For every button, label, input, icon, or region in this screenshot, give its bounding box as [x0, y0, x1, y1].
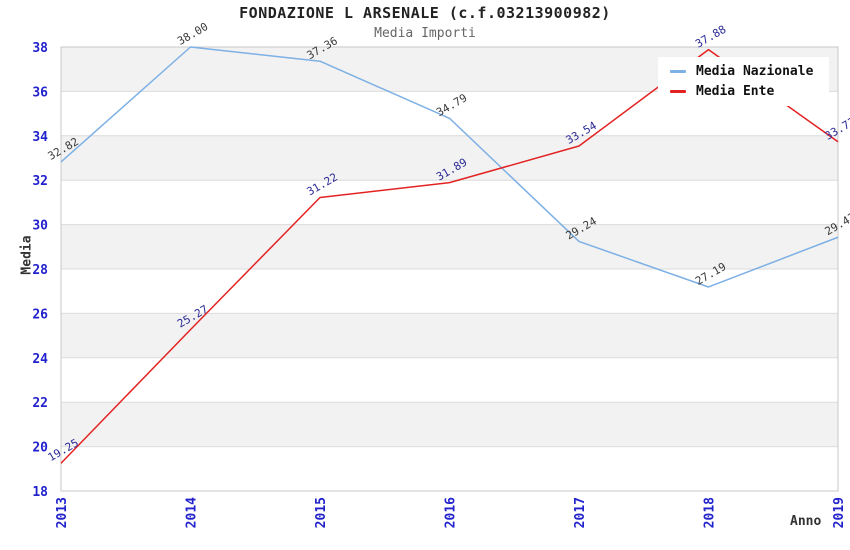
x-tick-label: 2014 — [185, 497, 200, 528]
grid-band — [61, 313, 838, 358]
grid-band — [61, 135, 838, 181]
chart-subtitle: Media Importi — [374, 26, 476, 41]
y-tick-label: 34 — [32, 130, 48, 145]
grid-band — [61, 357, 838, 403]
x-tick-label: 2016 — [444, 497, 459, 528]
y-tick-label: 30 — [32, 219, 48, 234]
y-tick-label: 38 — [32, 41, 48, 56]
x-tick-label: 2018 — [703, 497, 718, 528]
y-tick-label: 28 — [32, 263, 48, 278]
y-tick-label: 22 — [32, 396, 48, 411]
x-tick-label: 2017 — [573, 497, 588, 528]
grid-band — [61, 224, 838, 269]
grid-band — [61, 446, 838, 491]
media-nazionale-line-icon — [670, 70, 686, 73]
x-tick-label: 2015 — [314, 497, 329, 528]
series-line-media-nazionale — [60, 46, 839, 288]
plot-border — [60, 46, 839, 492]
y-tick-label: 20 — [32, 441, 48, 456]
legend-label: Media Nazionale — [696, 64, 814, 79]
grid-band — [61, 269, 838, 314]
legend-item-media-ente: Media Ente — [670, 84, 813, 99]
media-ente-line-icon — [670, 90, 686, 93]
y-tick-label: 18 — [32, 485, 48, 500]
grid-band — [61, 402, 838, 447]
x-tick-label: 2019 — [832, 497, 847, 528]
point-label-media-ente: 37.88 — [693, 23, 728, 51]
point-label-media-nazionale: 38.00 — [175, 20, 210, 48]
y-tick-label: 26 — [32, 307, 48, 322]
grid-band — [61, 180, 838, 225]
y-axis-title: Media — [19, 235, 35, 275]
y-tick-label: 32 — [32, 174, 48, 189]
legend: Media Nazionale Media Ente — [658, 57, 830, 106]
x-tick-label: 2013 — [55, 497, 70, 528]
x-axis-title: Anno — [790, 514, 822, 529]
series-line-media-ente — [60, 48, 839, 464]
legend-label: Media Ente — [696, 84, 775, 99]
chart-title: FONDAZIONE L ARSENALE (c.f.03213900982) — [239, 4, 611, 22]
legend-item-media-nazionale: Media Nazionale — [670, 64, 813, 79]
y-tick-label: 24 — [32, 352, 48, 367]
y-tick-label: 36 — [32, 85, 48, 100]
